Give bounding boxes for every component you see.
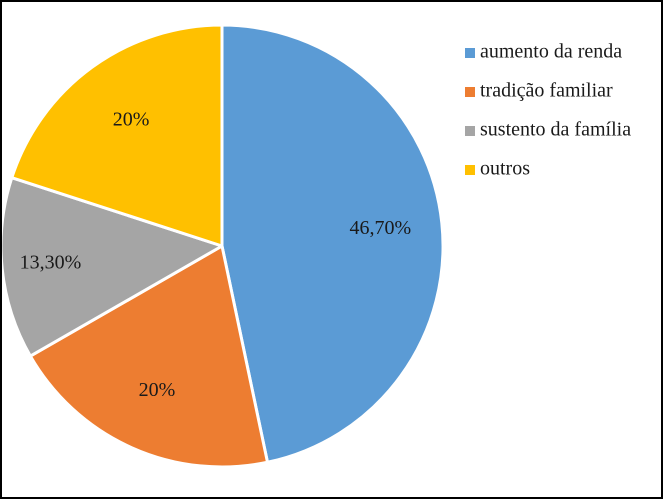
legend-label: sustento da família <box>480 119 631 141</box>
pie-data-label: 46,70% <box>349 217 411 239</box>
pie-slice-sustento-da-familia <box>2 176 224 358</box>
pie-data-label: 20% <box>113 108 150 130</box>
pie-slices <box>2 23 445 469</box>
pie-data-label: 13,30% <box>20 251 82 273</box>
pie-slice-aumento-da-renda <box>220 23 445 464</box>
legend-swatch <box>465 165 475 175</box>
legend-label: aumento da renda <box>480 41 622 63</box>
legend-swatch <box>465 48 475 58</box>
chart-legend: aumento da renda tradição familiar sustent… <box>465 41 631 180</box>
pie-data-label: 20% <box>139 379 176 401</box>
legend-swatch <box>465 126 475 136</box>
legend-label: tradição familiar <box>480 80 613 102</box>
pie-data-labels: 46,70% 20% 13,30% 20% <box>20 108 411 400</box>
pie-slice-outros <box>10 23 224 248</box>
legend-swatch <box>465 87 475 97</box>
legend-label: outros <box>480 158 530 180</box>
pie-slice-tradicao-familiar <box>28 244 269 469</box>
